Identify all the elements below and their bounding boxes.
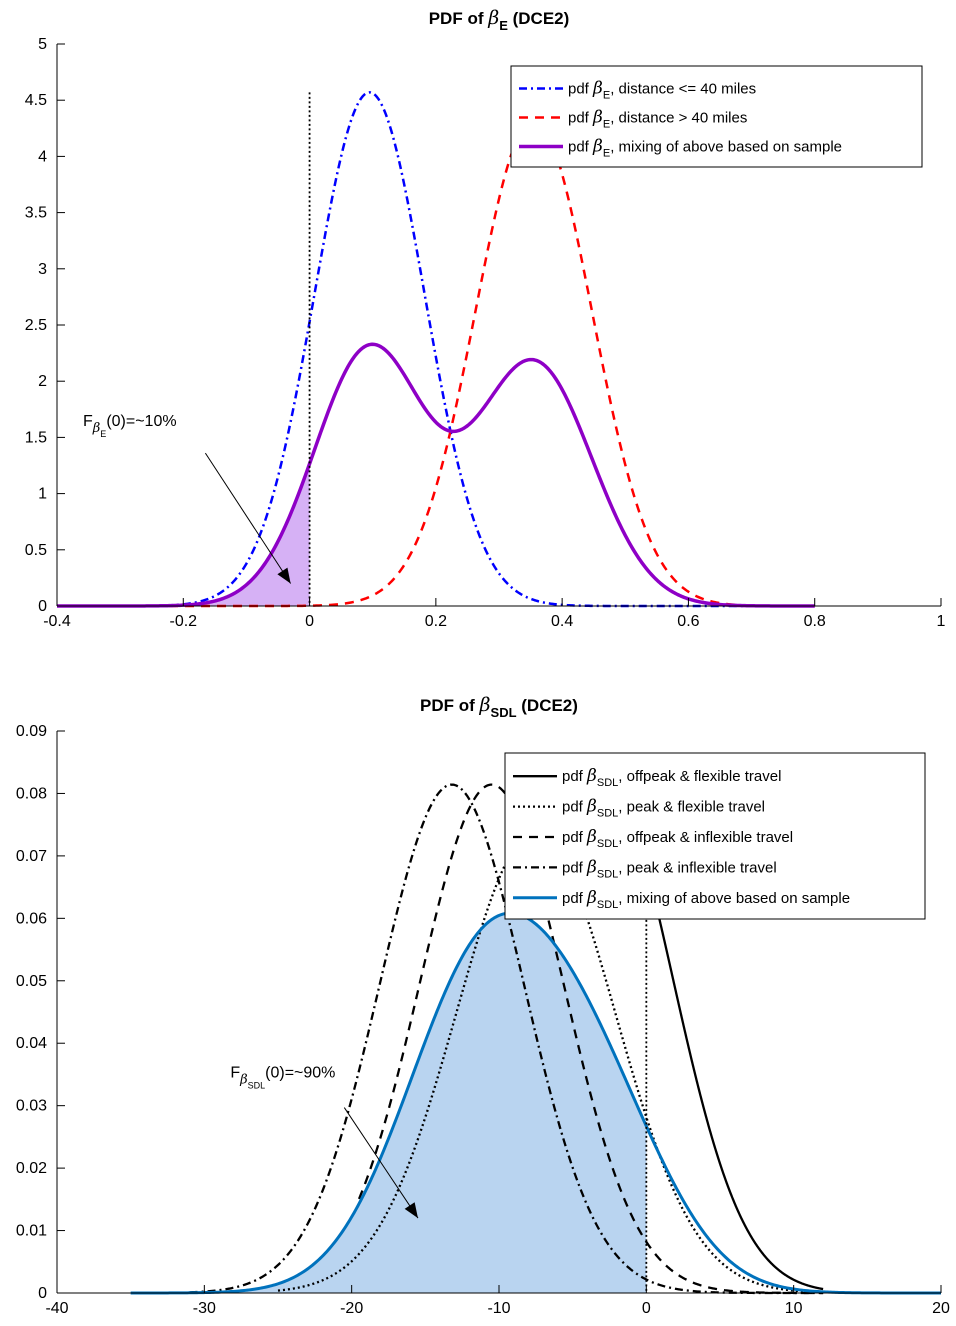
y-tick-label: 0.02	[16, 1160, 47, 1177]
chart-title: PDF of βSDL (DCE2)	[420, 694, 578, 720]
legend-entry: pdf βSDL, peak & flexible travel	[562, 797, 765, 820]
chart-2: -40 -30 -20 -10 0 10 20 0 0.01 0.02 0.03 0.04 0.05 0.…	[16, 694, 950, 1317]
series-line-3	[56, 342, 815, 608]
y-tick-label: 0.04	[16, 1035, 47, 1052]
x-tick-label: -20	[340, 1300, 363, 1317]
legend-box	[510, 65, 923, 168]
annotation-arrow-line	[343, 1107, 419, 1219]
x-tick-label: -0.2	[169, 613, 197, 630]
chart-1: -0.4 -0.2 0 0.2 0.4 0.6 0.8 1 0 0.5 1 1.5 2 2.5 3 3.5 4 4…	[25, 7, 946, 630]
chart-title: PDF of βE (DCE2)	[429, 7, 570, 33]
series-line-5	[130, 911, 941, 1295]
annotation-arrow-head	[277, 567, 291, 584]
legend-entry: pdf βSDL, offpeak & flexible travel	[562, 766, 781, 789]
x-tick-label: 10	[785, 1300, 803, 1317]
series-line-4	[189, 783, 824, 1295]
y-tick-label: 5	[38, 36, 47, 53]
y-tick-label: 1.5	[25, 429, 47, 446]
y-tick-label: 0.03	[16, 1098, 47, 1115]
x-tick-label: -10	[487, 1300, 510, 1317]
y-tick-label: 3.5	[25, 205, 47, 222]
y-tick-label: 0.06	[16, 910, 47, 927]
x-tick-label: 0.8	[804, 613, 826, 630]
y-tick-label: 0.5	[25, 542, 47, 559]
series-line-1	[645, 865, 824, 1291]
y-tick-label: 0.08	[16, 785, 47, 802]
series-line-1	[57, 91, 815, 608]
y-tick-label: 2	[38, 373, 47, 390]
y-tick-label: 0.09	[16, 723, 47, 740]
x-tick-label: 20	[932, 1300, 950, 1317]
annotation-arrow-head	[404, 1202, 418, 1219]
y-tick-label: 1	[38, 486, 47, 503]
y-tick-label: 0.01	[16, 1223, 47, 1240]
legend: pdf βE, distance <= 40 miles pdf βE, dist…	[510, 65, 923, 168]
x-tick-label: -0.4	[43, 613, 71, 630]
y-tick-label: 0	[38, 1285, 47, 1302]
x-tick-label: 0.6	[677, 613, 699, 630]
series-line-2	[57, 118, 815, 608]
series-line-3	[357, 783, 824, 1295]
legend-entry: pdf βE, mixing of above based on sample	[568, 137, 842, 160]
legend-entry: pdf βSDL, mixing of above based on sampl…	[562, 888, 850, 911]
legend: pdf βSDL, offpeak & flexible travel pdf β…	[504, 752, 926, 920]
x-tick-label: -30	[193, 1300, 216, 1317]
legend-entry: pdf βE, distance > 40 miles	[568, 108, 747, 131]
y-tick-label: 0.05	[16, 973, 47, 990]
series-line-2	[277, 830, 824, 1294]
y-tick-label: 0	[38, 598, 47, 615]
y-tick-label: 4	[38, 148, 47, 165]
legend-entry: pdf βSDL, peak & inflexible travel	[562, 857, 777, 880]
x-tick-label: 0.4	[551, 613, 573, 630]
y-tick-label: 0.07	[16, 848, 47, 865]
shaded-area	[57, 463, 310, 606]
x-tick-label: 1	[937, 613, 946, 630]
y-tick-label: 4.5	[25, 92, 47, 109]
shaded-area	[130, 913, 647, 1293]
cdf-annotation: FβSDL(0)=~90%	[230, 1065, 335, 1091]
x-tick-label: 0	[305, 613, 314, 630]
annotation-arrow-line	[204, 452, 292, 584]
y-tick-label: 3	[38, 261, 47, 278]
x-tick-label: -40	[45, 1300, 68, 1317]
y-tick-label: 2.5	[25, 317, 47, 334]
legend-entry: pdf βE, distance <= 40 miles	[568, 79, 756, 102]
legend-entry: pdf βSDL, offpeak & inflexible travel	[562, 827, 793, 850]
legend-box	[504, 752, 926, 920]
x-tick-label: 0	[642, 1300, 651, 1317]
cdf-annotation: FβE(0)=~10%	[83, 413, 177, 439]
x-tick-label: 0.2	[425, 613, 447, 630]
